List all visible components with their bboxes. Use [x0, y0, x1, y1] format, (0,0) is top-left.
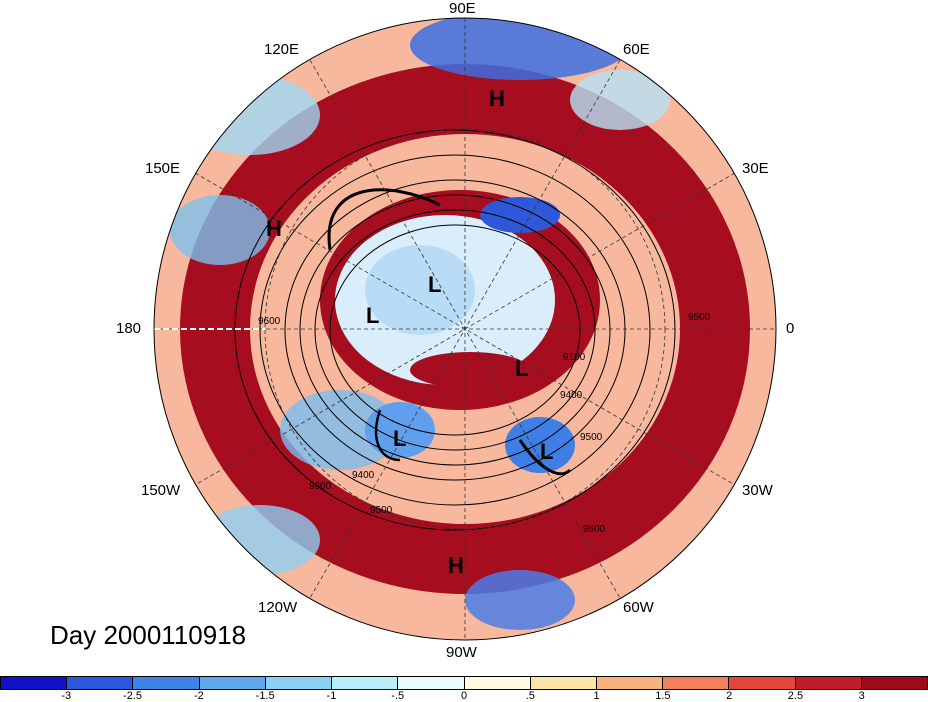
lon-label-30w: 30W — [742, 482, 773, 499]
colorbar-tick-label: -2.5 — [123, 690, 143, 702]
lon-label-150w: 150W — [141, 482, 181, 499]
contour-label: 9600 — [258, 316, 281, 327]
colorbar-tick-label: -1.5 — [255, 690, 275, 702]
lon-label-150e: 150E — [145, 160, 181, 177]
contour-label: 9400 — [352, 470, 375, 481]
contour-label: 9500 — [688, 312, 711, 323]
colorbar-swatch — [332, 677, 399, 689]
pressure-center-label: L — [428, 272, 441, 297]
contour-label: 9500 — [370, 505, 393, 516]
lon-label-120w: 120W — [258, 599, 298, 616]
lon-label-60e: 60E — [623, 41, 650, 58]
pressure-center-label: H — [489, 86, 505, 111]
colorbar-swatch — [1, 677, 68, 689]
colorbar-swatch — [265, 677, 333, 689]
date-title: Day 2000110918 — [50, 620, 247, 650]
lon-label-90e: 90E — [449, 0, 476, 17]
contour-label: 9600 — [309, 481, 332, 492]
colorbar-swatch — [464, 677, 531, 689]
colorbar-tick-label: 2.5 — [787, 690, 804, 702]
colorbar-tick-label: -1 — [326, 690, 337, 702]
colorbar-swatch — [199, 677, 266, 689]
pressure-center-label: L — [515, 356, 528, 381]
colorbar-tick-label: .5 — [525, 690, 535, 702]
colorbar-tick-label: 0 — [460, 690, 468, 702]
colorbar-swatch — [663, 677, 730, 689]
colorbar-tick-label: 1.5 — [655, 690, 671, 702]
colorbar-swatch — [67, 677, 134, 689]
contour-label: 9500 — [580, 432, 603, 443]
colorbar-tick-label: 3 — [858, 690, 865, 702]
colorbar-tick-label: -3 — [61, 690, 72, 702]
temperature-anomaly-field — [154, 18, 776, 640]
colorbar-tick-label: -.5 — [391, 690, 405, 702]
lon-label-180: 180 — [116, 320, 142, 337]
colorbar-swatch — [596, 677, 664, 689]
pressure-center-label: L — [540, 439, 553, 464]
contour-label: 9400 — [560, 390, 583, 401]
pressure-center-label: H — [448, 553, 464, 578]
colorbar-swatch — [795, 677, 862, 689]
colorbar — [0, 676, 928, 690]
colorbar-swatch — [133, 677, 200, 689]
colorbar-swatch — [861, 677, 928, 689]
lon-label-90w: 90W — [446, 644, 477, 661]
lon-label-0: 0 — [786, 320, 795, 337]
lon-label-60w: 60W — [623, 599, 654, 616]
contour-label: 9600 — [583, 524, 606, 535]
colorbar-tick-label: 2 — [726, 690, 733, 702]
pressure-center-label: H — [266, 216, 282, 241]
colorbar-swatch — [398, 677, 465, 689]
colorbar-swatch — [530, 677, 597, 689]
pressure-center-label: L — [393, 426, 406, 451]
lon-label-30e: 30E — [742, 160, 769, 177]
lon-label-120e: 120E — [264, 41, 300, 58]
contour-label: 9100 — [563, 352, 586, 363]
colorbar-tick-label: 1 — [593, 690, 600, 702]
colorbar-tick-label: -2 — [193, 690, 204, 702]
colorbar-swatch — [729, 677, 796, 689]
pressure-center-label: L — [366, 303, 379, 328]
